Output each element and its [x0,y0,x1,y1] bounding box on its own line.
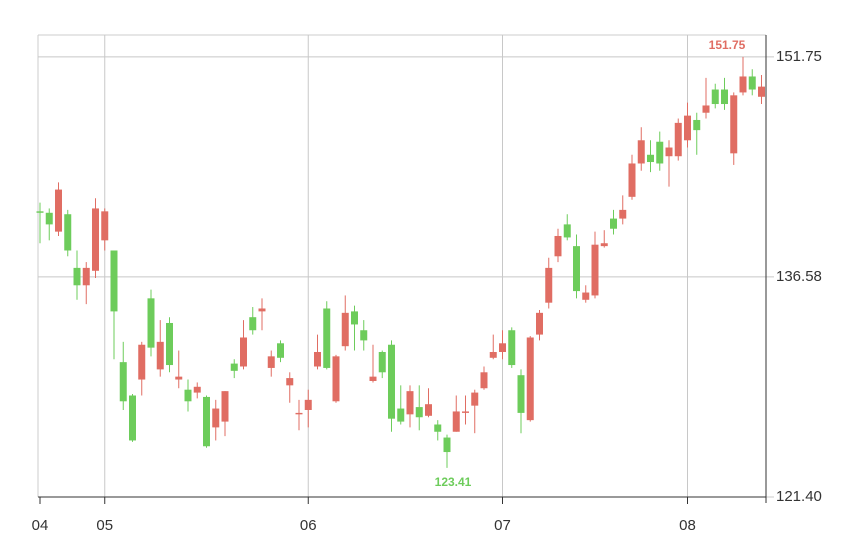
candle-body [184,389,192,402]
x-tick-label: 06 [300,517,317,534]
candle-body [378,351,386,373]
candle-body [156,341,164,370]
candle-body [175,376,183,380]
candle-body [554,235,562,257]
candle-body [619,209,627,219]
candle-body [508,330,516,366]
candle-body [499,343,506,352]
x-tick-label: 04 [32,517,49,534]
candle-body [203,396,210,447]
candle-body [582,292,590,300]
y-tick-label: 151.75 [776,48,822,65]
min-label: 123.41 [435,475,472,489]
candle-body [674,122,682,157]
x-tick-label: 08 [679,517,696,534]
candle-body [304,399,312,410]
candle-body [600,243,608,247]
candle-body [702,105,710,113]
x-tick-label: 07 [494,517,511,534]
candle-body [277,343,284,358]
candle-body [406,391,414,415]
candle-body [55,189,62,232]
candle-body [536,312,543,335]
candle-body [489,351,497,358]
candle-body [341,312,349,347]
candle-body [267,356,275,368]
candle-body [36,211,44,213]
candle-body [110,250,118,312]
candle-body [64,214,72,251]
candle-body [526,337,534,421]
candle-body [369,376,377,381]
candle-body [647,154,654,163]
candle-body [230,363,238,371]
candle-body [360,330,368,341]
y-tick-label: 121.40 [776,488,822,505]
max-label: 151.75 [709,38,746,52]
candle-body [434,424,442,432]
candle-body [730,95,738,154]
candle-body [545,267,553,303]
candle-body [295,412,303,415]
candle-body [591,244,599,296]
candle-body [249,317,257,331]
candle-body [480,372,488,389]
candle-body [721,89,728,105]
candle-body [82,267,90,286]
candle-body [258,308,266,312]
candle-body [471,392,479,406]
x-tick-label: 05 [96,517,113,534]
candle-body [101,211,109,241]
candle-body [415,407,423,418]
candle-body [323,308,331,368]
candle-body [693,119,701,131]
candle-body [628,163,636,197]
candle-body [517,375,525,413]
candle-body [221,391,229,422]
candle-body [573,246,580,292]
candle-body [147,298,155,348]
candle-body [92,208,99,271]
candle-body [758,86,765,97]
candle-body [212,408,220,428]
candle-body [452,411,460,432]
candle-body [563,224,571,238]
candle-body [739,76,747,93]
candle-body [610,218,617,229]
candle-body [45,212,53,225]
candle-body [129,395,136,441]
candle-body [684,115,691,141]
candle-body [73,267,81,286]
candle-body [397,408,405,422]
candle-body [119,362,127,402]
candle-body [286,378,294,386]
candle-body [462,411,469,413]
candle-body [138,344,146,380]
candle-body [332,356,340,402]
candle-body [637,140,645,164]
candle-body [656,141,664,164]
candle-body [351,311,358,325]
y-tick-label: 136.58 [776,268,822,285]
candle-body [240,337,247,367]
candle-body [748,76,756,90]
candle-body [665,147,673,157]
candle-body [425,404,432,416]
candle-body [711,89,719,105]
candle-body [166,322,173,366]
candle-body [443,437,451,453]
candle-body [314,351,321,367]
candle-body [193,386,201,393]
candle-body [388,344,395,419]
